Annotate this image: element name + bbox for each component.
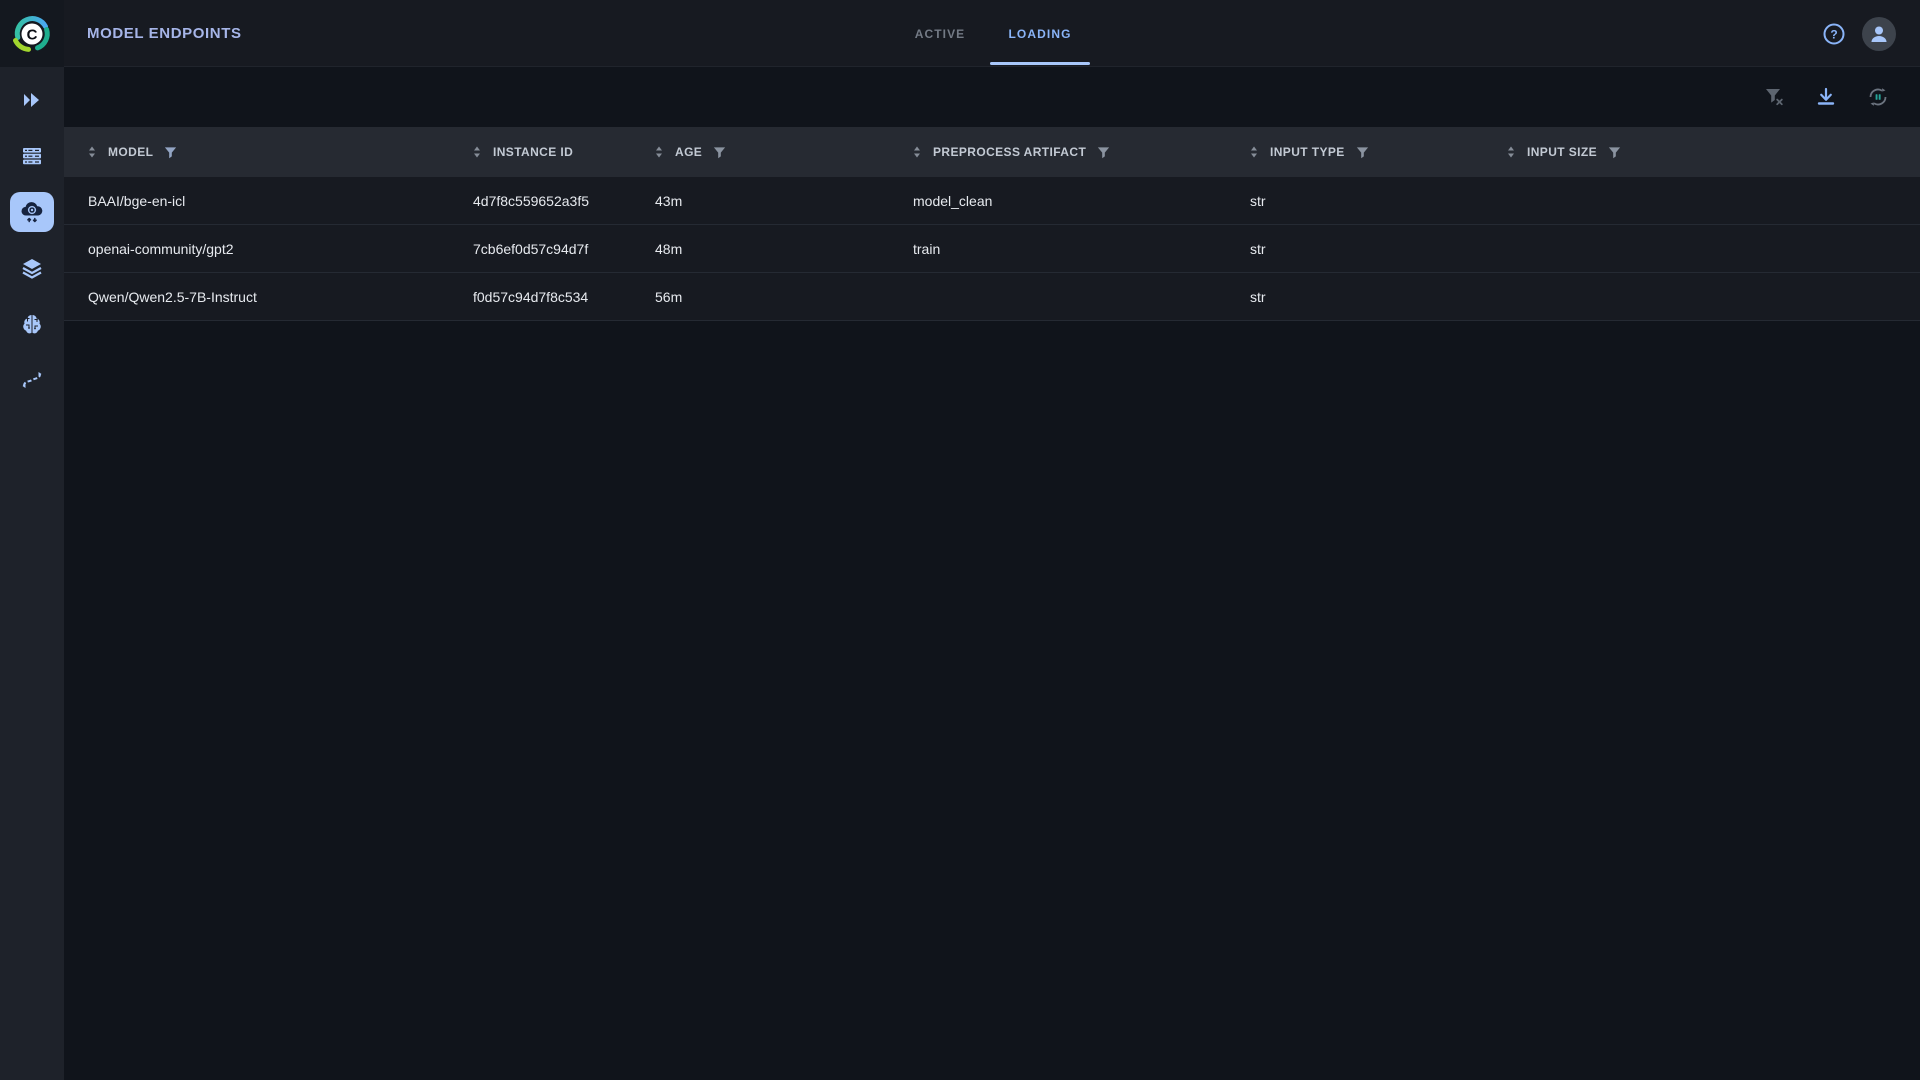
account-button[interactable] — [1862, 16, 1896, 51]
cell-input-type: str — [1250, 288, 1266, 305]
filter-icon[interactable] — [163, 145, 178, 160]
filter-icon[interactable] — [1096, 145, 1111, 160]
sidebar-item-projects[interactable] — [10, 80, 54, 120]
table-row[interactable]: openai-community/gpt2 7cb6ef0d57c94d7f 4… — [64, 225, 1920, 273]
sort-icon[interactable] — [1246, 144, 1262, 160]
filter-icon[interactable] — [712, 145, 727, 160]
column-label: MODEL — [108, 145, 154, 159]
sort-icon[interactable] — [1503, 144, 1519, 160]
clearml-logo-icon: C — [13, 15, 50, 52]
cell-instance-id: 4d7f8c559652a3f5 — [473, 192, 589, 209]
sidebar: C — [0, 0, 64, 1080]
auto-refresh-button[interactable] — [1866, 85, 1890, 109]
clear-filters-button[interactable] — [1762, 85, 1786, 109]
tab-loading-label: LOADING — [1008, 26, 1072, 41]
layers-icon — [22, 259, 42, 279]
cell-age: 48m — [655, 240, 683, 257]
cell-model: Qwen/Qwen2.5-7B-Instruct — [88, 288, 257, 305]
clear-filters-icon — [1766, 89, 1783, 106]
svg-text:?: ? — [1830, 27, 1837, 41]
cell-model: BAAI/bge-en-icl — [88, 192, 186, 209]
topbar-actions: ? — [1822, 0, 1896, 67]
cell-input-size — [1483, 177, 1920, 224]
column-header-instance-id[interactable]: INSTANCE ID — [449, 127, 631, 177]
sort-icon[interactable] — [84, 144, 100, 160]
cell-input-size — [1483, 273, 1920, 320]
server-rack-icon — [23, 148, 41, 165]
tab-active[interactable]: ACTIVE — [890, 0, 990, 67]
cell-input-type: str — [1250, 240, 1266, 257]
column-header-model[interactable]: MODEL — [64, 127, 449, 177]
app-logo[interactable]: C — [0, 0, 64, 67]
column-label: INPUT TYPE — [1270, 145, 1345, 159]
column-header-input-type[interactable]: INPUT TYPE — [1226, 127, 1483, 177]
page-title: MODEL ENDPOINTS — [87, 25, 242, 42]
brain-icon — [23, 314, 41, 334]
cloud-gear-icon — [21, 202, 43, 223]
help-button[interactable]: ? — [1822, 22, 1846, 46]
sort-icon[interactable] — [909, 144, 925, 160]
sidebar-item-model-endpoints[interactable] — [10, 192, 54, 232]
tab-loading[interactable]: LOADING — [990, 0, 1090, 67]
sidebar-item-models[interactable] — [10, 304, 54, 344]
sidebar-nav — [0, 67, 64, 416]
cell-preprocess-artifact: train — [913, 240, 941, 257]
table-row[interactable]: BAAI/bge-en-icl 4d7f8c559652a3f5 43m mod… — [64, 177, 1920, 225]
table-row[interactable]: Qwen/Qwen2.5-7B-Instruct f0d57c94d7f8c53… — [64, 273, 1920, 321]
cell-age: 56m — [655, 288, 683, 305]
cell-input-type: str — [1250, 192, 1266, 209]
sort-icon[interactable] — [651, 144, 667, 160]
double-chevron-icon — [24, 93, 39, 107]
route-icon — [22, 372, 42, 388]
column-label: INPUT SIZE — [1527, 145, 1598, 159]
download-button[interactable] — [1814, 85, 1838, 109]
cell-preprocess-artifact: model_clean — [913, 192, 993, 209]
column-label: PREPROCESS ARTIFACT — [933, 145, 1087, 159]
cell-instance-id: f0d57c94d7f8c534 — [473, 288, 589, 305]
tab-active-underline — [990, 62, 1090, 65]
auto-refresh-icon — [1869, 88, 1887, 106]
tab-active-label: ACTIVE — [914, 26, 966, 41]
svg-text:C: C — [27, 26, 38, 43]
help-icon: ? — [1823, 23, 1845, 44]
cell-instance-id: 7cb6ef0d57c94d7f — [473, 240, 589, 257]
account-icon — [1871, 26, 1887, 42]
table-toolbar — [64, 67, 1920, 127]
sidebar-item-datasets[interactable] — [10, 248, 54, 288]
filter-icon[interactable] — [1355, 145, 1370, 160]
sidebar-item-workers[interactable] — [10, 136, 54, 176]
cell-model: openai-community/gpt2 — [88, 240, 234, 257]
filter-icon[interactable] — [1607, 145, 1622, 160]
tabs: ACTIVE LOADING — [890, 0, 1090, 67]
column-header-input-size[interactable]: INPUT SIZE — [1483, 127, 1920, 177]
topbar: MODEL ENDPOINTS ACTIVE LOADING ? — [64, 0, 1920, 67]
download-icon — [1817, 87, 1835, 105]
column-label: AGE — [675, 145, 703, 159]
cell-input-size — [1483, 225, 1920, 272]
column-header-age[interactable]: AGE — [631, 127, 889, 177]
cell-preprocess-artifact — [889, 273, 1226, 320]
sidebar-item-pipelines[interactable] — [10, 360, 54, 400]
main-content: MODEL INSTANCE ID AGE PREPROCESS A — [64, 67, 1920, 1080]
column-header-preprocess-artifact[interactable]: PREPROCESS ARTIFACT — [889, 127, 1226, 177]
column-label: INSTANCE ID — [493, 145, 574, 159]
table-header: MODEL INSTANCE ID AGE PREPROCESS A — [64, 127, 1920, 177]
sort-icon[interactable] — [469, 144, 485, 160]
cell-age: 43m — [655, 192, 683, 209]
